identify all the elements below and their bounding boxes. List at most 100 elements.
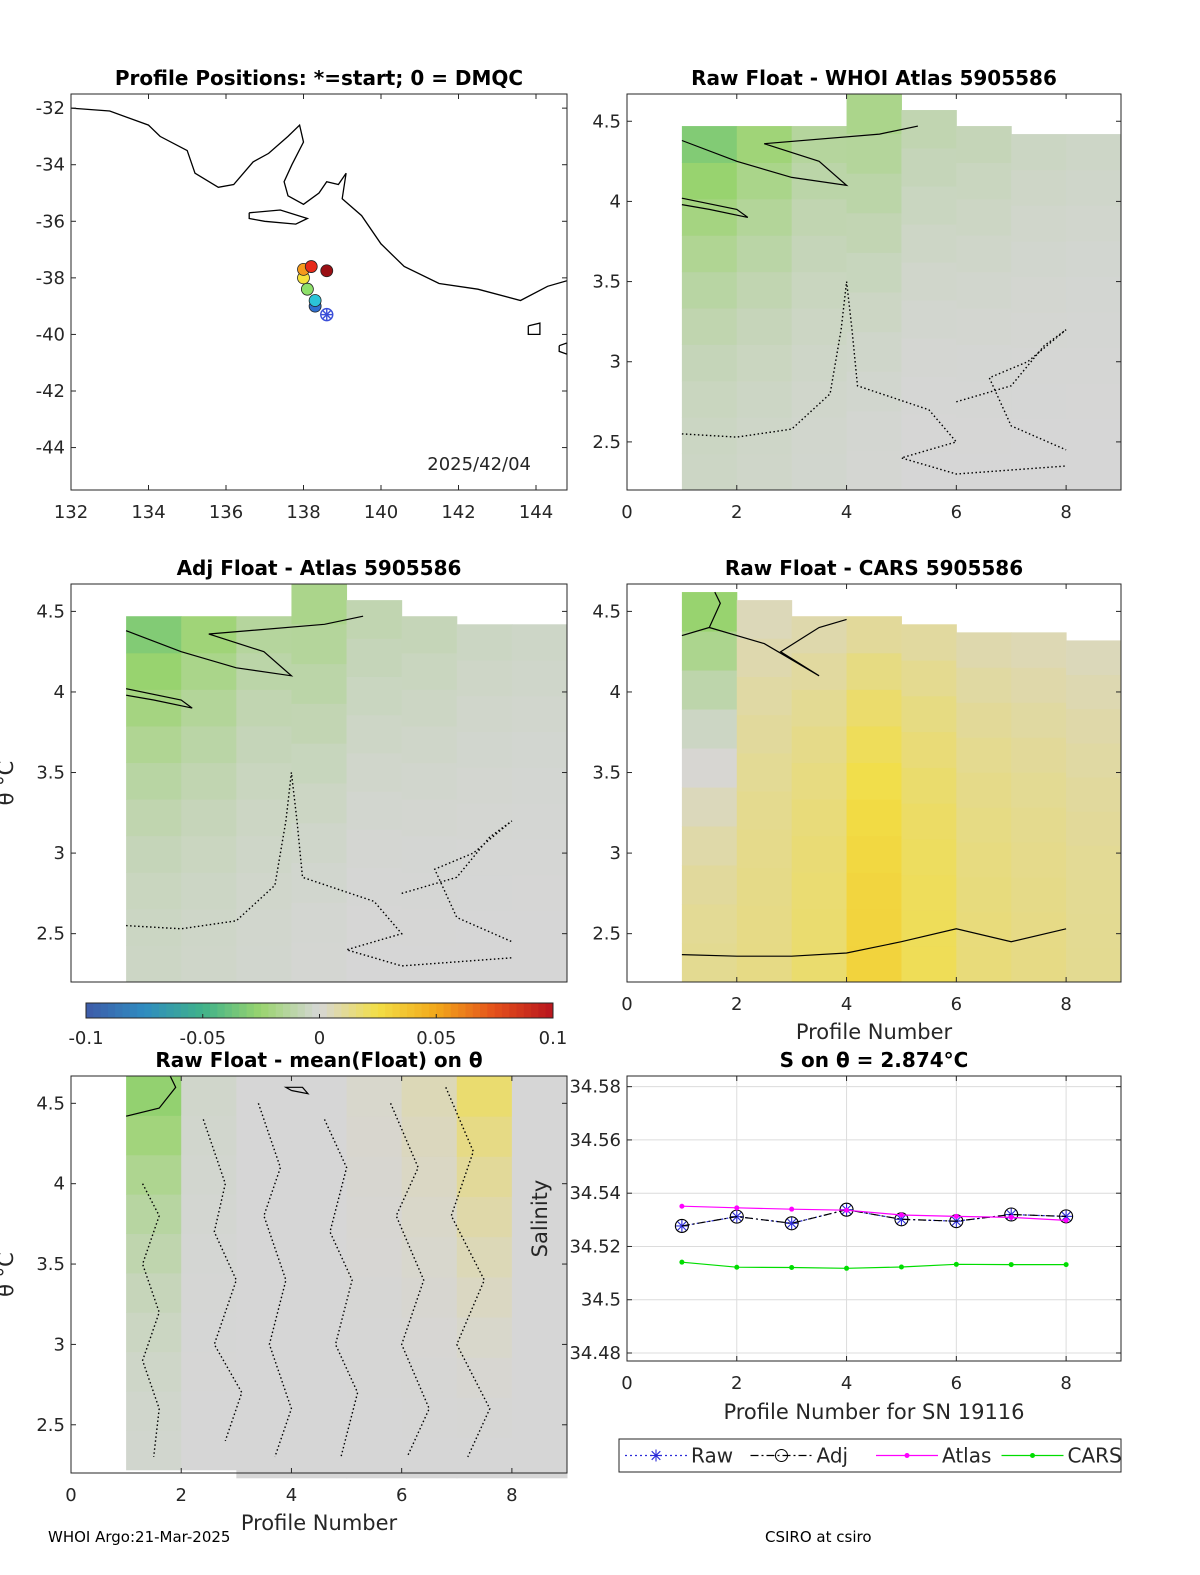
colorbar-segment (428, 1003, 437, 1018)
raw-atlas-cell (1011, 276, 1067, 313)
adj-atlas-cell (346, 638, 403, 677)
raw-mean-dotted-contour (445, 1087, 491, 1458)
adj-atlas-cell (346, 905, 403, 945)
raw-mean-cell (291, 1156, 348, 1198)
salinity-ytick-label: 34.52 (569, 1236, 621, 1257)
adj-atlas-cell (456, 946, 513, 983)
raw-mean-ytick-label: 4 (54, 1174, 65, 1195)
raw-mean-cell (126, 1391, 182, 1431)
adj-atlas-solid-contour (125, 615, 364, 677)
raw-atlas-cell (791, 417, 848, 455)
adj-atlas-ytick-label: 3.5 (36, 763, 65, 784)
coastline-segment (248, 209, 310, 225)
raw-atlas-ytick-label: 2.5 (592, 432, 621, 453)
raw-cars-cell (1011, 772, 1067, 808)
salinity-ytick-label: 34.48 (569, 1343, 621, 1364)
adj-atlas-cell (456, 695, 513, 733)
adj-atlas-cell (181, 908, 237, 946)
raw-atlas-cell (1066, 169, 1122, 206)
raw-mean-cell (456, 1317, 513, 1358)
raw-atlas-cell (736, 380, 793, 418)
raw-cars-xtick-label: 6 (951, 994, 962, 1015)
raw-mean-cell (401, 1437, 458, 1479)
raw-mean-cell (291, 1236, 348, 1278)
adj-atlas-axes-box (70, 583, 568, 983)
adj-atlas-cell (511, 624, 568, 661)
adj-atlas-cell (346, 943, 403, 983)
raw-mean-cell (291, 1276, 348, 1318)
raw-atlas-cell (791, 126, 848, 163)
raw-mean-solid-contour (125, 1076, 177, 1117)
adj-atlas-cell (456, 838, 513, 876)
raw-cars-cell (1011, 667, 1067, 703)
adj-atlas-cell (126, 762, 182, 800)
map-ytick-label: -36 (36, 211, 65, 232)
raw-cars-cell (1011, 632, 1067, 668)
raw-cars-cell (956, 947, 1012, 983)
raw-cars-cell (681, 748, 738, 788)
raw-mean-cell (401, 1357, 458, 1398)
raw-mean-cell (511, 1196, 568, 1238)
colorbar-segment (487, 1003, 496, 1018)
colorbar-segment (297, 1003, 306, 1018)
raw-atlas-cell (1011, 347, 1067, 384)
raw-mean-cell (126, 1233, 182, 1274)
raw-cars-cell (1066, 845, 1122, 881)
point-atlas (1008, 1214, 1014, 1220)
legend-label-adj: Adj (817, 1444, 849, 1468)
raw-atlas-xtick-label: 6 (951, 502, 962, 523)
raw-cars-cell (681, 826, 738, 866)
footer-left-text: WHOI Argo:21-Mar-2025 (48, 1528, 231, 1546)
raw-cars-cell (1011, 737, 1067, 773)
map-ytick-label: -34 (36, 155, 65, 176)
raw-atlas-solid-contour (681, 125, 919, 187)
raw-mean-cell (511, 1437, 568, 1479)
adj-atlas-cell (456, 767, 513, 804)
raw-atlas-cell (681, 198, 738, 236)
raw-atlas-cell (1011, 205, 1067, 242)
map-ytick-label: -42 (36, 381, 65, 402)
raw-mean-cell (181, 1272, 237, 1313)
raw-atlas-cell (901, 300, 957, 339)
point-adj (1004, 1207, 1019, 1222)
raw-atlas-cell (956, 417, 1012, 455)
map-ytick-label: -40 (36, 324, 65, 345)
raw-cars-cell (846, 835, 902, 873)
point-adj (674, 1218, 689, 1234)
raw-mean-cell (181, 1430, 237, 1471)
raw-mean-cell (401, 1236, 458, 1278)
adj-atlas-cell (126, 835, 182, 873)
raw-cars-cell (791, 799, 848, 837)
raw-mean-panel: 0 2 4 6 8 2.5 3 3.5 4 4.5 Raw Float - mean(Float) … (0, 1048, 568, 1535)
raw-mean-cell (511, 1276, 568, 1318)
colorbar-segment (202, 1003, 211, 1018)
point-atlas (844, 1207, 850, 1213)
raw-mean-cell (401, 1076, 458, 1117)
raw-atlas-ytick-label: 3 (610, 352, 621, 373)
adj-atlas-cell (456, 660, 513, 697)
star-stroke (651, 1450, 661, 1461)
raw-mean-cell (511, 1156, 568, 1198)
raw-atlas-cell (846, 173, 902, 214)
point-cars (1063, 1262, 1069, 1268)
raw-cars-xtick-label: 2 (731, 994, 742, 1015)
raw-cars-cell (901, 695, 957, 733)
salinity-ytick-label: 34.54 (569, 1183, 621, 1204)
raw-mean-cell (126, 1115, 182, 1156)
raw-atlas-cell (791, 198, 848, 236)
legend-marker (904, 1453, 910, 1458)
raw-atlas-cell (1011, 383, 1067, 420)
colorbar-segment (385, 1003, 393, 1018)
colorbar-segment (304, 1003, 313, 1018)
raw-atlas-cell (846, 133, 902, 174)
raw-cars-cell (846, 908, 902, 946)
raw-mean-dotted-contour (257, 1103, 293, 1458)
colorbar-segment (465, 1003, 474, 1018)
raw-atlas-cell (1066, 312, 1122, 349)
colorbar-segment (472, 1003, 481, 1018)
raw-mean-cell (126, 1430, 182, 1471)
adj-atlas-cell (291, 902, 348, 943)
raw-cars-cell (1066, 811, 1122, 846)
colorbar-segment (399, 1003, 408, 1018)
map-xtick-label: 140 (364, 502, 398, 523)
